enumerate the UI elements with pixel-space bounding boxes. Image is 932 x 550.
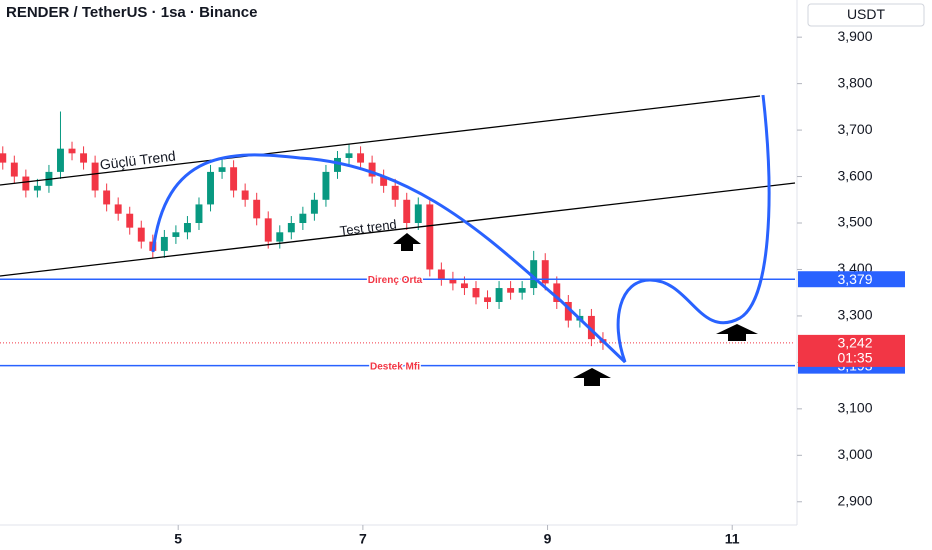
candle-body (530, 260, 538, 289)
y-tick-label: 3,800 (837, 74, 872, 90)
candle-body (230, 167, 238, 191)
projection-curve (151, 94, 771, 364)
level-label-box (798, 271, 905, 288)
candle-body (472, 288, 480, 298)
level-name: Direnç Orta (368, 275, 423, 286)
candle-body (10, 162, 18, 177)
candle-body (218, 167, 226, 172)
y-tick-label: 3,700 (837, 121, 872, 137)
candle-body (114, 204, 122, 214)
candle-body (414, 204, 422, 224)
last-price-label: 3,242 (837, 335, 872, 351)
candle-body (391, 185, 399, 200)
arrow-up (573, 368, 611, 386)
candle-body (449, 278, 457, 284)
annotation: Test trend (339, 217, 397, 239)
candle-body (126, 213, 134, 228)
candle-body (322, 171, 330, 200)
candle-body (68, 148, 76, 154)
candle-body (368, 162, 376, 177)
candle-body (403, 199, 411, 224)
candle-body (518, 288, 526, 293)
candle-body (22, 176, 30, 191)
candle-body (33, 185, 41, 191)
candle-body (426, 204, 434, 270)
level-name: Destek Mfi (370, 361, 420, 372)
y-tick-label: 3,500 (837, 214, 872, 230)
candle-body (0, 153, 7, 163)
candle-body (587, 315, 595, 340)
y-tick-label: 3,000 (837, 446, 872, 462)
candle-body (172, 232, 180, 237)
y-tick-label: 3,100 (837, 400, 872, 416)
level-label: 3,379 (837, 271, 872, 287)
candle-body (437, 269, 445, 279)
candle-body (91, 162, 99, 191)
trend-line (0, 182, 796, 277)
candle-body (334, 157, 341, 172)
candle-body (264, 218, 272, 242)
candle-body (137, 227, 145, 242)
x-tick-label: 11 (725, 531, 740, 547)
currency[interactable]: USDT (847, 6, 886, 22)
candle-body (541, 260, 549, 284)
y-tick-label: 3,300 (837, 307, 872, 323)
trend-line (0, 95, 761, 186)
candle-body (380, 176, 388, 186)
candle-body (484, 297, 491, 302)
candle-body (287, 223, 295, 233)
chart-title: RENDER / TetherUS · 1sa · Binance (6, 4, 257, 21)
candle-body (495, 288, 503, 302)
countdown: 01:35 (837, 350, 872, 366)
candle-body (507, 288, 515, 293)
candle-body (160, 236, 168, 251)
candle-body (57, 148, 64, 172)
last-price-box (798, 334, 905, 367)
candle-body (195, 204, 203, 224)
y-tick-label: 3,600 (837, 167, 872, 183)
candle-body (241, 190, 249, 200)
x-tick-label: 9 (544, 531, 552, 547)
candle-body (357, 153, 365, 163)
candle-body (564, 301, 572, 321)
arrow-up (393, 233, 421, 251)
y-tick-label: 2,900 (837, 492, 872, 508)
candle-body (553, 283, 561, 302)
candle-body (345, 153, 353, 158)
candle-body (183, 223, 191, 233)
candle-body (310, 199, 318, 214)
candle-body (253, 199, 261, 219)
candle-body (460, 283, 468, 289)
y-tick-label: 3,900 (837, 28, 872, 44)
candle-body (207, 171, 214, 205)
candle-body (276, 232, 284, 242)
candle-body (103, 190, 111, 205)
arrow-up (716, 324, 758, 341)
candle-body (80, 153, 88, 163)
candle-body (299, 213, 307, 224)
x-tick-label: 5 (174, 531, 182, 547)
x-tick-label: 7 (359, 531, 367, 547)
currency-box[interactable] (807, 3, 925, 27)
